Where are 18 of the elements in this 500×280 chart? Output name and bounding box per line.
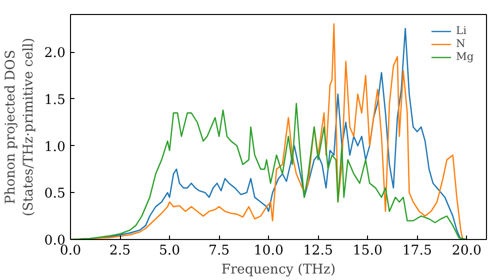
y-tick-label: 1.5 [44, 92, 66, 108]
x-tick-label: 12.5 [303, 244, 333, 258]
x-tick-label: 10.0 [254, 244, 284, 258]
x-tick-label: 7.5 [208, 244, 230, 258]
x-tick-label: 2.5 [109, 244, 131, 258]
y-axis-title: Phonon projected DOS (States/THz·primitive cell) [3, 38, 36, 216]
legend-label: Mg [456, 50, 475, 63]
legend-label: N [456, 37, 466, 50]
y-tick-label: 2.0 [44, 46, 66, 61]
x-tick-label: 0.0 [60, 244, 82, 258]
x-tick-label: 5.0 [158, 244, 180, 258]
x-tick-label: 15.0 [352, 244, 382, 258]
y-tick-label: 0.5 [44, 186, 66, 202]
y-tick-label: 1.0 [44, 140, 66, 155]
x-axis-title: Frequency (THz) [221, 262, 336, 278]
x-tick-label: 20.0 [452, 244, 482, 258]
legend-label: Li [456, 24, 468, 37]
x-tick-label: 17.5 [402, 244, 432, 258]
